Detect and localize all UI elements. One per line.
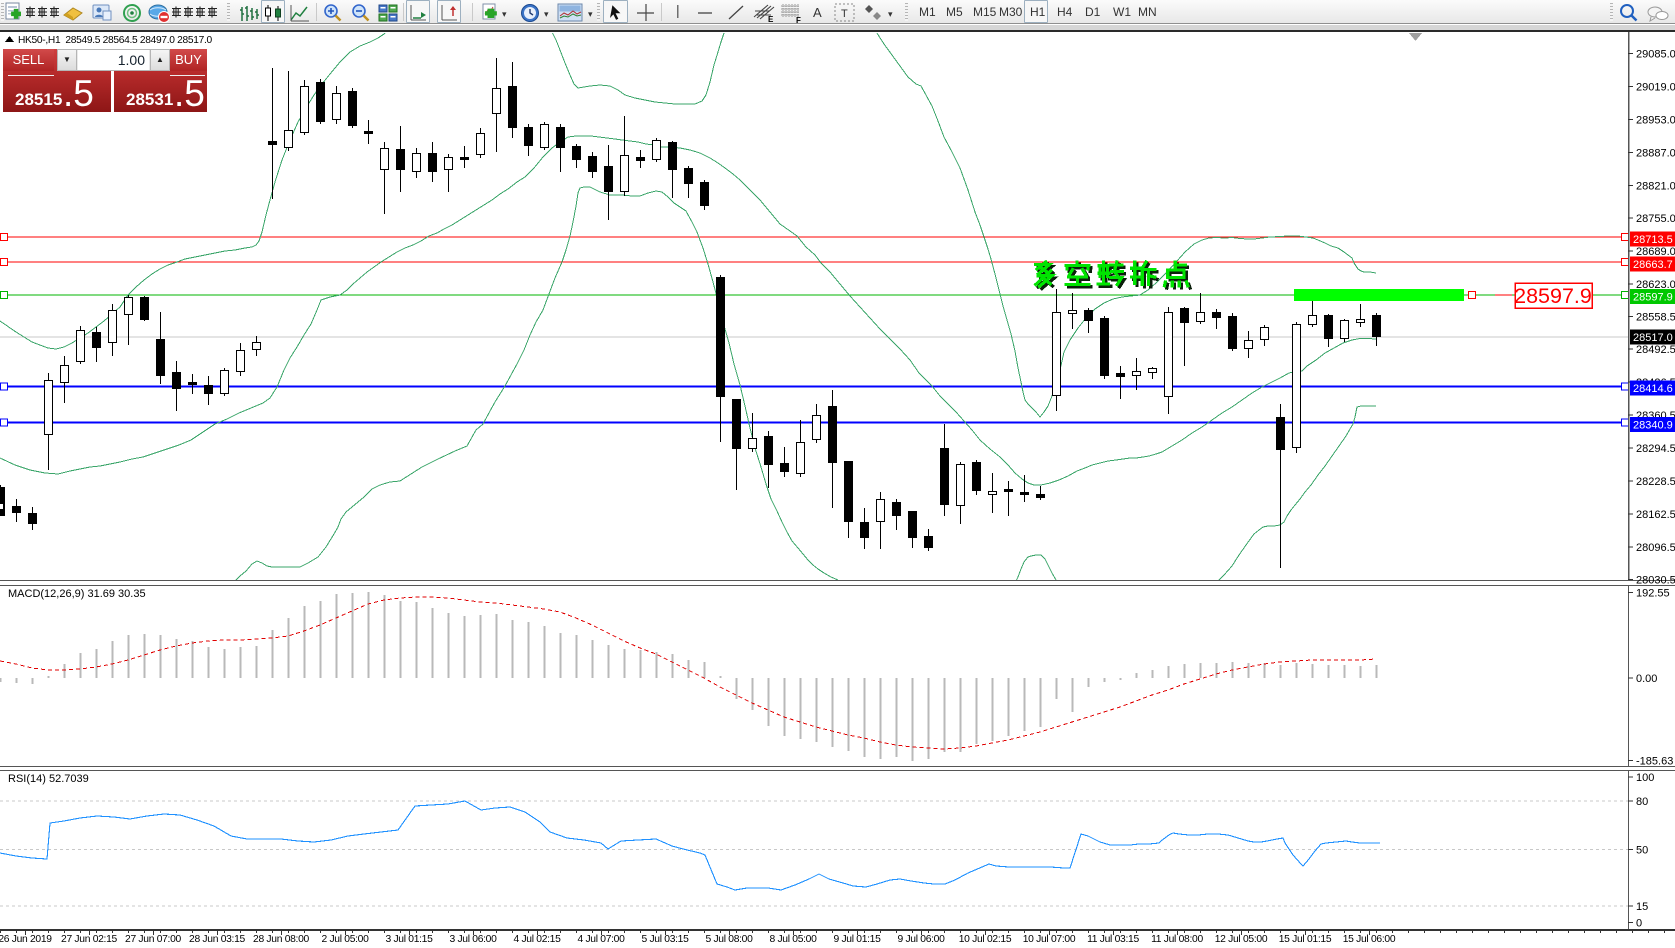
svg-text:28517.0: 28517.0 <box>1633 332 1673 344</box>
svg-text:28294.5: 28294.5 <box>1636 443 1675 455</box>
svg-text:E: E <box>768 15 774 24</box>
svg-text:8 Jul 05:00: 8 Jul 05:00 <box>769 934 817 945</box>
svg-text:27 Jun 02:15: 27 Jun 02:15 <box>61 934 118 945</box>
svg-text:28558.5: 28558.5 <box>1636 311 1675 323</box>
svg-text:28597.9: 28597.9 <box>1633 292 1673 304</box>
svg-text:28663.7: 28663.7 <box>1633 259 1673 271</box>
svg-text:10 Jul 07:00: 10 Jul 07:00 <box>1023 934 1076 945</box>
svg-text:0: 0 <box>1636 918 1642 930</box>
svg-text:28030.5: 28030.5 <box>1636 575 1675 587</box>
svg-text:28162.5: 28162.5 <box>1636 509 1675 521</box>
svg-text:28096.5: 28096.5 <box>1636 542 1675 554</box>
svg-text:27 Jun 07:00: 27 Jun 07:00 <box>125 934 182 945</box>
svg-text:5 Jul 08:00: 5 Jul 08:00 <box>705 934 753 945</box>
svg-text:28 Jun 03:15: 28 Jun 03:15 <box>189 934 246 945</box>
svg-text:28597.9: 28597.9 <box>1514 284 1592 308</box>
svg-text:-185.63: -185.63 <box>1636 756 1673 768</box>
svg-text:28689.0: 28689.0 <box>1636 246 1675 258</box>
svg-text:11 Jul 03:15: 11 Jul 03:15 <box>1087 934 1139 945</box>
svg-text:28492.5: 28492.5 <box>1636 344 1675 356</box>
svg-text:29019.0: 29019.0 <box>1636 81 1675 93</box>
svg-text:15: 15 <box>1636 901 1648 913</box>
svg-text:3 Jul 06:00: 3 Jul 06:00 <box>449 934 497 945</box>
svg-text:9 Jul 06:00: 9 Jul 06:00 <box>897 934 945 945</box>
svg-text:4 Jul 07:00: 4 Jul 07:00 <box>577 934 625 945</box>
svg-text:28755.0: 28755.0 <box>1636 213 1675 225</box>
svg-text:50: 50 <box>1636 845 1648 857</box>
svg-text:4 Jul 02:15: 4 Jul 02:15 <box>513 934 561 945</box>
svg-text:10 Jul 02:15: 10 Jul 02:15 <box>959 934 1012 945</box>
svg-text:0.00: 0.00 <box>1636 673 1657 685</box>
svg-text:28713.5: 28713.5 <box>1633 234 1673 246</box>
svg-text:28 Jun 08:00: 28 Jun 08:00 <box>253 934 310 945</box>
svg-text:28887.0: 28887.0 <box>1636 147 1675 159</box>
svg-text:HK50-,H1 28549.5 28564.5 2849: HK50-,H1 28549.5 28564.5 28497.0 28517.0 <box>18 35 213 46</box>
svg-text:9 Jul 01:15: 9 Jul 01:15 <box>833 934 881 945</box>
svg-text:MACD(12,26,9) 31.69 30.35: MACD(12,26,9) 31.69 30.35 <box>8 588 146 600</box>
svg-text:RSI(14) 52.7039: RSI(14) 52.7039 <box>8 773 89 785</box>
svg-text:12 Jul 05:00: 12 Jul 05:00 <box>1215 934 1268 945</box>
svg-text:T: T <box>841 8 848 20</box>
svg-text:2 Jul 05:00: 2 Jul 05:00 <box>321 934 369 945</box>
svg-text:100: 100 <box>1636 772 1654 784</box>
svg-text:5 Jul 03:15: 5 Jul 03:15 <box>641 934 689 945</box>
svg-text:F: F <box>796 16 801 25</box>
svg-text:28953.0: 28953.0 <box>1636 114 1675 126</box>
svg-text:15 Jul 01:15: 15 Jul 01:15 <box>1279 934 1332 945</box>
svg-text:192.55: 192.55 <box>1636 588 1670 600</box>
svg-text:28340.9: 28340.9 <box>1633 420 1673 432</box>
svg-text:26 Jun 2019: 26 Jun 2019 <box>0 934 52 945</box>
svg-text:28414.6: 28414.6 <box>1633 383 1673 395</box>
svg-text:80: 80 <box>1636 796 1648 808</box>
svg-text:28228.5: 28228.5 <box>1636 476 1675 488</box>
svg-text:28623.0: 28623.0 <box>1636 279 1675 291</box>
svg-text:29085.0: 29085.0 <box>1636 49 1675 61</box>
svg-text:11 Jul 08:00: 11 Jul 08:00 <box>1151 934 1203 945</box>
svg-text:15 Jul 06:00: 15 Jul 06:00 <box>1343 934 1396 945</box>
svg-text:28821.0: 28821.0 <box>1636 180 1675 192</box>
svg-text:3 Jul 01:15: 3 Jul 01:15 <box>385 934 433 945</box>
